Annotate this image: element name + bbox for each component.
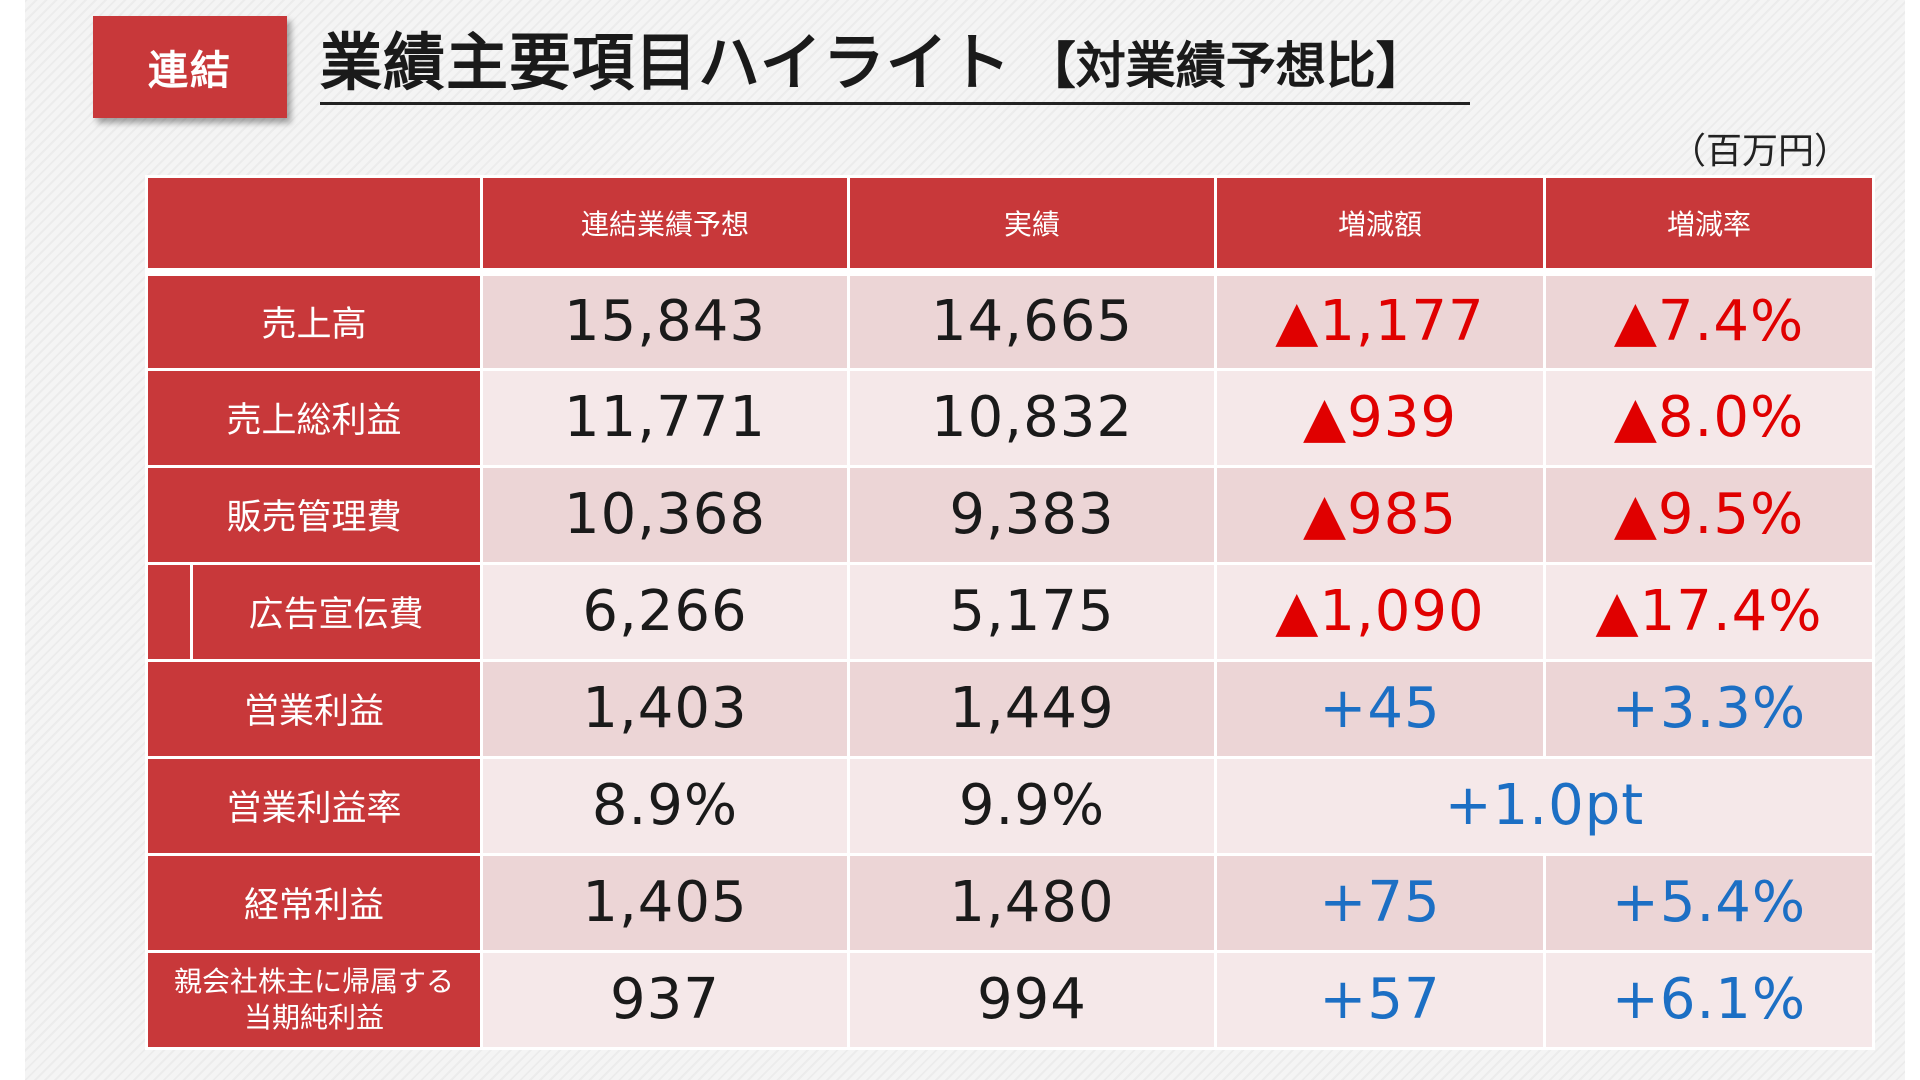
table-row: 親会社株主に帰属する 当期純利益 937 994 +57 +6.1% [145,949,1875,1050]
title-main: 業績主要項目ハイライト [320,26,1012,99]
table-row: 経常利益 1,405 1,480 +75 +5.4% [145,852,1875,953]
actual-value: 14,665 [847,270,1217,371]
actual-value: 994 [847,949,1217,1050]
unit-label: （百万円） [1669,131,1850,172]
actual-value: 1,449 [847,658,1217,759]
slide-background: 連結 業績主要項目ハイライト 【対業績予想比】 （百万円） 連結業績予想 実績 … [25,0,1905,1080]
forecast-value: 937 [480,949,850,1050]
table-row: 営業利益 1,403 1,449 +45 +3.3% [145,658,1875,759]
header-rate: 増減率 [1543,175,1875,276]
row-label: 営業利益率 [145,755,483,856]
rate-value: ▲17.4% [1543,561,1875,662]
table-row: 販売管理費 10,368 9,383 ▲985 ▲9.5% [145,464,1875,565]
row-label-indented: 広告宣伝費 [145,561,483,662]
header-row: 連結業績予想 実績 増減額 増減率 [145,175,1875,276]
row-label: 販売管理費 [145,464,483,565]
actual-value: 9,383 [847,464,1217,565]
header-actual: 実績 [847,175,1217,276]
forecast-value: 1,403 [480,658,850,759]
row-label: 売上総利益 [145,367,483,468]
table-row: 営業利益率 8.9% 9.9% +1.0pt [145,755,1875,856]
diff-value: +45 [1214,658,1546,759]
forecast-value: 15,843 [480,270,850,371]
forecast-value: 10,368 [480,464,850,565]
actual-value: 10,832 [847,367,1217,468]
header-diff: 増減額 [1214,175,1546,276]
diff-value: ▲985 [1214,464,1546,565]
diff-value: ▲1,177 [1214,270,1546,371]
row-label: 経常利益 [145,852,483,953]
header-forecast: 連結業績予想 [480,175,850,276]
indent-divider [190,566,193,657]
header-corner [145,175,483,276]
forecast-value: 6,266 [480,561,850,662]
diff-merged-value: +1.0pt [1214,755,1875,856]
rate-value: ▲9.5% [1543,464,1875,565]
title-sub: 【対業績予想比】 [1025,37,1426,95]
diff-value: ▲1,090 [1214,561,1546,662]
forecast-value: 1,405 [480,852,850,953]
row-label: 売上高 [145,270,483,371]
row-label: 親会社株主に帰属する 当期純利益 [145,949,483,1050]
actual-value: 9.9% [847,755,1217,856]
rate-value: +3.3% [1543,658,1875,759]
page-title: 業績主要項目ハイライト 【対業績予想比】 [320,22,1470,105]
row-label: 広告宣伝費 [248,595,424,635]
forecast-value: 11,771 [480,367,850,468]
table-row: 売上高 15,843 14,665 ▲1,177 ▲7.4% [145,270,1875,371]
highlights-table: 連結業績予想 実績 増減額 増減率 売上高 15,843 14,665 ▲1,1… [145,175,1875,1050]
rate-value: +5.4% [1543,852,1875,953]
row-label-line2: 当期純利益 [243,1000,384,1034]
consolidated-badge: 連結 [93,16,287,118]
rate-value: ▲8.0% [1543,367,1875,468]
row-label: 営業利益 [145,658,483,759]
actual-value: 1,480 [847,852,1217,953]
diff-value: ▲939 [1214,367,1546,468]
rate-value: ▲7.4% [1543,270,1875,371]
rate-value: +6.1% [1543,949,1875,1050]
actual-value: 5,175 [847,561,1217,662]
table-row: 売上総利益 11,771 10,832 ▲939 ▲8.0% [145,367,1875,468]
table-row: 広告宣伝費 6,266 5,175 ▲1,090 ▲17.4% [145,561,1875,662]
diff-value: +75 [1214,852,1546,953]
diff-value: +57 [1214,949,1546,1050]
forecast-value: 8.9% [480,755,850,856]
row-label-line1: 親会社株主に帰属する [173,964,454,998]
